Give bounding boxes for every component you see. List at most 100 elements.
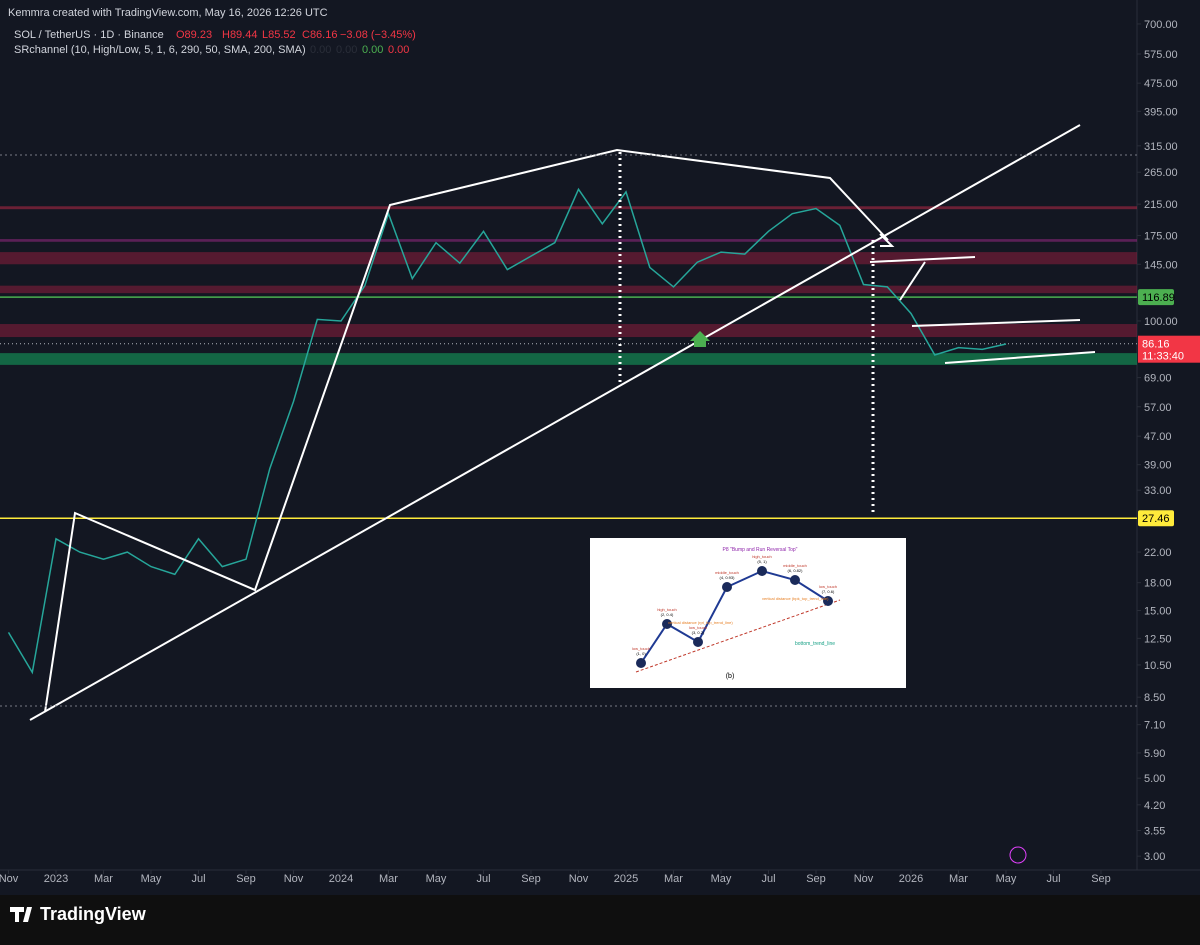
inset-node: [693, 637, 703, 647]
y-tick-label: 39.00: [1144, 460, 1172, 472]
inset-trend: [635, 599, 841, 673]
inset-node: [823, 596, 833, 606]
inset-node: [636, 658, 646, 668]
inset-note: vertical distance (rpt_top_trend_line): [668, 620, 733, 625]
symbol: SOL / TetherUS · 1D · Binance: [14, 29, 164, 41]
drawings: [0, 124, 1137, 721]
x-tick-label: Nov: [0, 873, 19, 885]
brand: TradingView: [40, 904, 147, 924]
trend-line: [899, 261, 926, 301]
y-tick-label: 100.00: [1144, 316, 1178, 328]
y-tick-label: 47.00: [1144, 431, 1172, 443]
inset-title: P8 "Bump and Run Reversal Top": [723, 547, 798, 553]
alert-icon[interactable]: [1009, 846, 1027, 864]
sr-zone: [0, 285, 1137, 294]
y-tick-label: 5.90: [1144, 748, 1165, 760]
inset-node: [790, 575, 800, 585]
signal-arrow: [690, 331, 710, 347]
x-tick-label: Mar: [94, 873, 113, 885]
inset-node-label: low_touch: [819, 584, 837, 589]
x-tick-label: Jul: [1046, 873, 1060, 885]
y-tick-label: 575.00: [1144, 49, 1178, 61]
ohlc-close: C86.16: [302, 29, 337, 41]
y-tick-label: 145.00: [1144, 259, 1178, 271]
x-tick-label: 2026: [899, 873, 923, 885]
x-tick-label: Sep: [236, 873, 256, 885]
inset-node-coord: (4, 0.93): [720, 575, 736, 580]
inset-node-coord: (6, 0.82): [788, 568, 804, 573]
inset-note: bottom_trend_line: [795, 641, 835, 647]
last-price-label: 86.16: [1142, 339, 1170, 351]
sr-zone: [0, 353, 1137, 365]
ohlc-open: O89.23: [176, 29, 212, 41]
inset-node: [662, 619, 672, 629]
inset-node-label: low_touch: [689, 625, 707, 630]
x-tick-label: 2025: [614, 873, 638, 885]
x-tick-label: Sep: [806, 873, 826, 885]
indicator-value: 0.00: [336, 44, 357, 56]
footer: [0, 895, 1200, 940]
y-tick-label: 175.00: [1144, 231, 1178, 243]
sr-zone: [0, 324, 1137, 338]
inset-caption: (b): [726, 673, 735, 680]
inset-node: [757, 566, 767, 576]
y-tick-label: 395.00: [1144, 106, 1178, 118]
price-label-bg: [1138, 289, 1174, 306]
y-tick-label: 8.50: [1144, 692, 1165, 704]
zones: [0, 206, 1137, 365]
x-tick-label: Sep: [521, 873, 541, 885]
inset-node-coord: (2, 0.4): [661, 612, 674, 617]
x-tick-label: 2023: [44, 873, 68, 885]
y-tick-label: 12.50: [1144, 633, 1172, 645]
y-tick-label: 215.00: [1144, 199, 1178, 211]
x-tick-label: May: [996, 873, 1017, 885]
x-tick-label: Mar: [379, 873, 398, 885]
price-axis: [1137, 0, 1200, 870]
inset-figure: P8 "Bump and Run Reversal Top" low_touch…: [590, 538, 906, 688]
price-label: 116.89: [1142, 292, 1175, 304]
channel-line: [944, 351, 1096, 364]
x-tick-label: Jul: [476, 873, 490, 885]
price-label-bg: [1138, 510, 1174, 527]
inset-node-label: middle_touch: [783, 563, 807, 568]
indicator-value: 0.00: [310, 44, 331, 56]
last-price-bg: [1138, 335, 1200, 363]
trend-line: [29, 124, 1081, 721]
sr-zone: [0, 239, 1137, 242]
plot: [0, 187, 1137, 675]
y-tick-label: 3.55: [1144, 825, 1165, 837]
x-tick-label: Mar: [949, 873, 968, 885]
trend-line: [869, 256, 976, 263]
x-tick-label: Jul: [191, 873, 205, 885]
x-tick-label: Nov: [854, 873, 874, 885]
chart-background: [0, 0, 1200, 895]
y-tick-label: 33.00: [1144, 485, 1172, 497]
inset-node-coord: (3, 0.2): [692, 630, 705, 635]
y-tick-label: 265.00: [1144, 167, 1178, 179]
inset-node-label: high_touch: [657, 607, 677, 612]
ohlc-high: H89.44: [222, 29, 257, 41]
x-tick-label: Sep: [1091, 873, 1111, 885]
change: −3.08 (−3.45%): [340, 29, 416, 41]
y-tick-label: 5.00: [1144, 773, 1165, 785]
y-tick-label: 3.00: [1144, 851, 1165, 863]
y-tick-label: 475.00: [1144, 78, 1178, 90]
ohlc-low: L85.52: [262, 29, 296, 41]
arrow-head: [879, 233, 895, 247]
inset-node: [722, 582, 732, 592]
y-tick-label: 700.00: [1144, 19, 1178, 31]
countdown: 11:33:40: [1142, 351, 1184, 363]
indicator: SRchannel (10, High/Low, 5, 1, 6, 290, 5…: [14, 44, 306, 56]
price-label: 27.46: [1142, 513, 1170, 525]
inset-node-label: middle_touch: [715, 570, 739, 575]
inset-note: vertical distance (bpk_top_trend_line): [762, 596, 829, 601]
y-tick-label: 57.00: [1144, 402, 1172, 414]
y-tick-label: 15.00: [1144, 606, 1172, 618]
inset-node-coord: (7, 0.6): [822, 589, 835, 594]
x-tick-label: May: [426, 873, 447, 885]
inset-nodes: low_touch(1, 0)high_touch(2, 0.4)low_tou…: [632, 554, 837, 668]
y-tick-label: 10.50: [1144, 660, 1172, 672]
credit: Kemmra created with TradingView.com, May…: [8, 7, 328, 19]
x-tick-label: 2024: [329, 873, 353, 885]
